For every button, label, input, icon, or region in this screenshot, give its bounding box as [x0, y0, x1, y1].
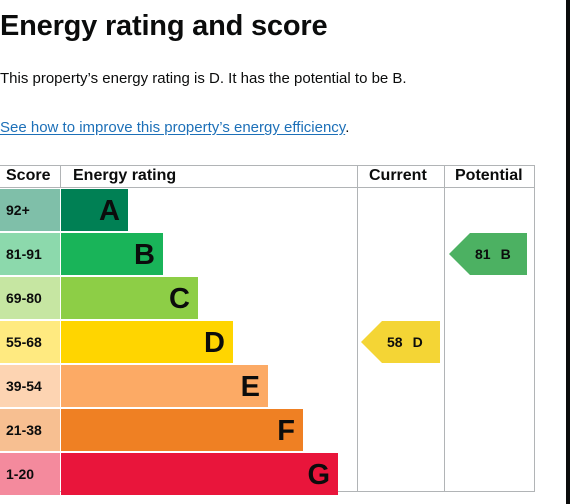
table-top-border: [0, 165, 535, 166]
band-bar-a: A: [61, 189, 128, 231]
energy-rating-table: Score Energy rating Current Potential 92…: [0, 165, 535, 495]
band-score-e: 39-54: [0, 365, 60, 407]
header-potential: Potential: [455, 167, 523, 184]
band-bar-c: C: [61, 277, 198, 319]
current-column-left-border: [357, 165, 358, 492]
band-bar-f: F: [61, 409, 303, 451]
band-bar-d: D: [61, 321, 233, 363]
current-rating-arrow: 58 D: [361, 321, 440, 363]
band-score-c: 69-80: [0, 277, 60, 319]
band-score-g: 1-20: [0, 453, 60, 495]
band-bar-g: G: [61, 453, 338, 495]
potential-rating-value: 81: [475, 246, 491, 262]
improve-link-line: See how to improve this property’s energ…: [0, 118, 349, 138]
table-right-border: [534, 165, 535, 492]
potential-column-left-border: [444, 165, 445, 492]
header-energy-rating: Energy rating: [73, 167, 177, 184]
potential-rating-letter: B: [500, 246, 511, 262]
window-edge: [566, 0, 570, 504]
header-score: Score: [6, 167, 51, 184]
score-column-divider: [60, 165, 61, 187]
header-current: Current: [369, 167, 427, 184]
band-score-b: 81-91: [0, 233, 60, 275]
band-bar-b: B: [61, 233, 163, 275]
improve-efficiency-link[interactable]: See how to improve this property’s energ…: [0, 119, 346, 136]
rating-summary: This property’s energy rating is D. It h…: [0, 70, 407, 87]
band-score-f: 21-38: [0, 409, 60, 451]
potential-rating-arrow: 81 B: [449, 233, 527, 275]
link-suffix: .: [345, 119, 350, 136]
current-rating-value: 58: [387, 334, 403, 350]
current-rating-letter: D: [412, 334, 423, 350]
band-score-a: 92+: [0, 189, 60, 231]
header-bottom-border: [0, 187, 535, 188]
page-title: Energy rating and score: [0, 10, 328, 42]
band-score-d: 55-68: [0, 321, 60, 363]
band-bar-e: E: [61, 365, 268, 407]
